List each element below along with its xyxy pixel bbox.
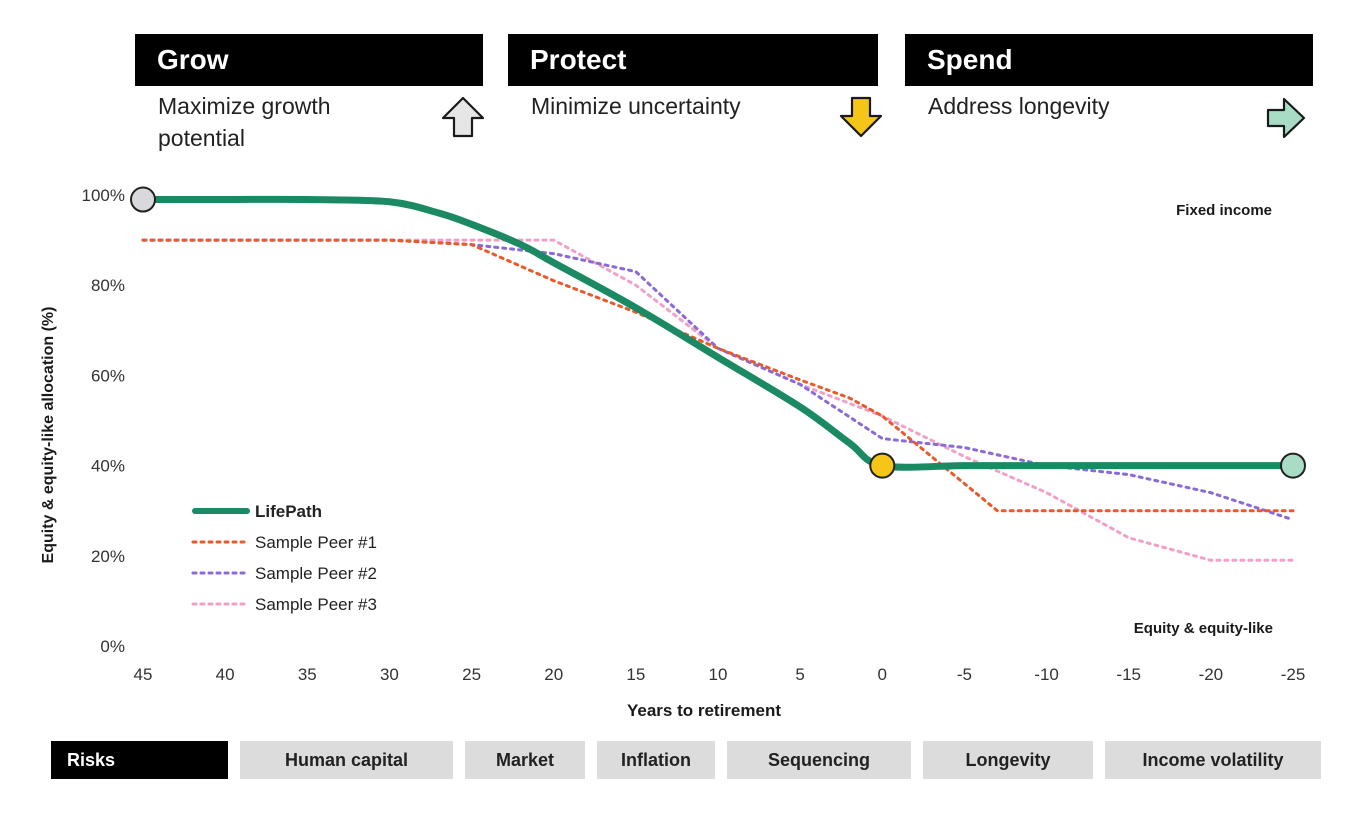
series-line-peer-1 <box>141 238 1295 513</box>
y-tick-label: 20% <box>91 547 125 566</box>
phase-description-grow: Maximize growth potential <box>158 93 331 151</box>
risk-sequencing: Sequencing <box>727 741 911 779</box>
down-arrow-icon <box>839 96 883 138</box>
right-arrow-icon <box>1266 97 1306 139</box>
x-tick-label: 5 <box>795 665 804 684</box>
data-point-marker <box>130 186 156 213</box>
x-tick-label: -25 <box>1281 665 1306 684</box>
x-tick-label: 10 <box>709 665 728 684</box>
phase-description-spend: Address longevity <box>928 93 1110 119</box>
x-tick-label: 40 <box>216 665 235 684</box>
series-line-lifepath <box>139 195 1297 471</box>
risk-income-volatility: Income volatility <box>1105 741 1321 779</box>
up-arrow-icon <box>441 96 485 138</box>
phase-description-protect: Minimize uncertainty <box>531 93 741 119</box>
x-tick-label: -20 <box>1199 665 1224 684</box>
legend-label: Sample Peer #1 <box>255 533 377 552</box>
legend-label: Sample Peer #3 <box>255 595 377 614</box>
data-point-marker <box>869 452 896 479</box>
phase-header-protect: Protect <box>508 34 878 86</box>
risks-label: Risks <box>51 741 228 779</box>
x-tick-label: -10 <box>1034 665 1059 684</box>
x-tick-label: 35 <box>298 665 317 684</box>
risk-market: Market <box>465 741 585 779</box>
x-tick-label: -15 <box>1116 665 1141 684</box>
x-tick-label: 0 <box>878 665 887 684</box>
allocation-chart: 0% 20% 40% 60% 80% 100% 45 40 35 30 25 20 15 10 5 0 -5 -… <box>40 186 1306 720</box>
x-axis-label: Years to retirement <box>627 701 781 720</box>
data-point-marker <box>1280 452 1306 479</box>
x-tick-label: 15 <box>626 665 645 684</box>
y-tick-label: 40% <box>91 457 125 476</box>
phase-header-spend: Spend <box>905 34 1313 86</box>
legend-label: Sample Peer #2 <box>255 564 377 583</box>
legend-label: LifePath <box>255 502 322 521</box>
x-tick-label: -5 <box>957 665 972 684</box>
y-axis-label: Equity & equity-like allocation (%) <box>40 307 57 564</box>
risk-human-capital: Human capital <box>240 741 453 779</box>
risk-inflation: Inflation <box>597 741 715 779</box>
y-tick-label: 60% <box>91 366 125 385</box>
series-line-peer-2 <box>141 238 1295 522</box>
y-tick-label: 80% <box>91 276 125 295</box>
risk-longevity: Longevity <box>923 741 1093 779</box>
x-tick-label: 25 <box>462 665 481 684</box>
phase-header-grow: Grow <box>135 34 483 86</box>
equity-annotation: Equity & equity-like <box>1134 620 1273 637</box>
x-tick-label: 45 <box>134 665 153 684</box>
fixed-income-annotation: Fixed income <box>1176 202 1272 219</box>
y-tick-label: 0% <box>100 637 125 656</box>
y-tick-label: 100% <box>82 186 125 205</box>
x-tick-label: 20 <box>544 665 563 684</box>
x-tick-label: 30 <box>380 665 399 684</box>
